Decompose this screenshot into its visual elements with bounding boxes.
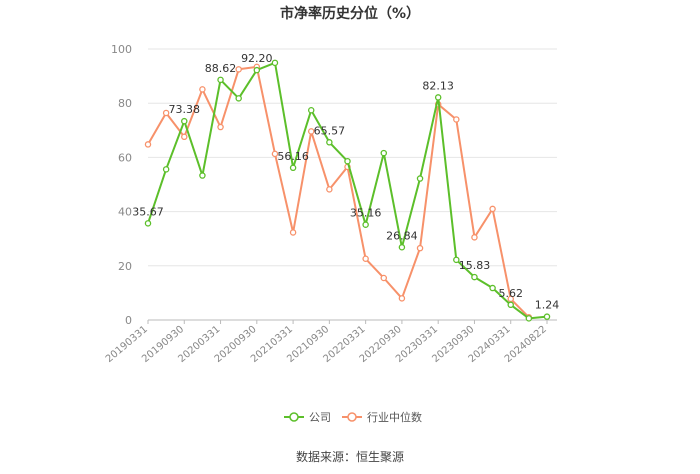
data-point-industry-median (416, 244, 424, 252)
data-point-company (380, 149, 388, 157)
data-point-company (507, 301, 514, 309)
data-label: 56.16 (277, 150, 309, 163)
data-label: 88.62 (205, 62, 237, 75)
data-point-industry-median (289, 229, 297, 236)
data-point-industry-median (162, 109, 170, 117)
data-label: 35.16 (350, 207, 382, 220)
data-point-company (289, 164, 297, 172)
data-label: 92.20 (241, 52, 273, 65)
chart-title: 市净率历史分位（%） (280, 5, 420, 22)
data-point-company (416, 175, 424, 182)
data-point-company (235, 95, 242, 102)
data-point-industry-median (380, 274, 388, 282)
data-point-industry-median (362, 255, 369, 263)
data-point-industry-median (199, 86, 206, 93)
data-point-company (362, 221, 369, 228)
data-labels: 35.67 73.38 88.62 92.20 56.16 65.57 35.16 26.84… (132, 52, 559, 312)
data-label: 35.67 (132, 205, 164, 218)
data-point-company (344, 157, 351, 165)
data-point-industry-median (326, 186, 333, 193)
data-point-company (326, 139, 333, 146)
data-point-company (471, 273, 478, 281)
data-point-industry-median (307, 128, 315, 135)
data-point-company (271, 59, 279, 67)
data-point-industry-median (181, 133, 188, 141)
data-label: 15.83 (459, 259, 491, 272)
data-point-company (199, 172, 206, 179)
y-tick-label: 0 (125, 314, 132, 327)
data-point-company (543, 313, 551, 320)
grid (148, 48, 557, 321)
data-point-company (525, 315, 533, 322)
y-tick-label: 20 (118, 260, 132, 273)
data-point-industry-median (453, 116, 460, 123)
legend-item-company[interactable]: 公司 (284, 411, 331, 424)
legend-label: 公司 (309, 411, 331, 424)
legend-marker (289, 412, 299, 422)
y-tick-label: 40 (118, 206, 132, 219)
data-point-company (307, 106, 315, 114)
axes: 0204060801002019033120190930202003312020… (104, 43, 549, 365)
data-point-industry-median (271, 150, 279, 158)
legend-item-industry-median[interactable]: 行业中位数 (342, 410, 422, 424)
data-point-industry-median (144, 141, 152, 148)
data-label: 82.13 (422, 79, 454, 92)
data-point-company (217, 76, 224, 84)
data-label: 1.24 (535, 299, 560, 312)
data-point-company (162, 166, 170, 173)
y-tick-label: 80 (118, 97, 132, 110)
data-point-company (453, 256, 460, 264)
chart-svg: 市净率历史分位（%） 02040608010020190331201909302… (104, 5, 559, 424)
y-tick-label: 100 (111, 43, 132, 56)
data-point-company (434, 94, 442, 101)
legend-label: 行业中位数 (367, 410, 422, 424)
data-label: 73.38 (169, 103, 201, 116)
data-point-company (253, 66, 261, 74)
data-point-company (489, 284, 496, 292)
data-point-industry-median (217, 123, 224, 131)
data-point-company (181, 117, 188, 125)
data-point-company (144, 220, 152, 227)
data-point-industry-median (507, 295, 514, 303)
data-label: 5.62 (498, 287, 523, 300)
data-label: 65.57 (314, 124, 346, 137)
data-point-industry-median (471, 234, 478, 241)
series-layer (144, 59, 551, 322)
data-point-industry-median (235, 66, 242, 73)
data-source: 数据来源：恒生聚源 (295, 450, 404, 464)
series-line-industry-median (147, 65, 530, 319)
data-point-company (398, 244, 406, 251)
y-tick-label: 60 (118, 151, 132, 164)
legend: 公司 行业中位数 (284, 410, 422, 424)
data-label: 26.84 (386, 229, 418, 242)
legend-marker (347, 412, 357, 422)
data-point-industry-median (489, 205, 496, 213)
data-point-industry-median (398, 295, 406, 302)
